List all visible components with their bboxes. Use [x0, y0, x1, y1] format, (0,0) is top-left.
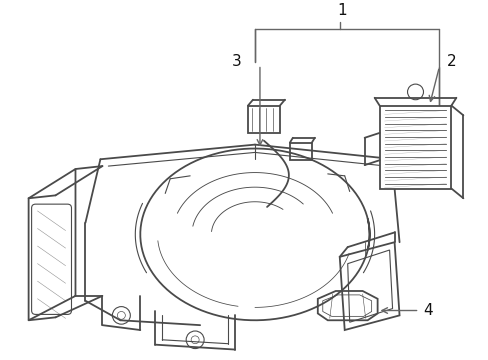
Text: 4: 4 — [423, 303, 432, 318]
Text: 1: 1 — [336, 3, 346, 18]
Text: 2: 2 — [446, 54, 455, 69]
Bar — [247, 105, 279, 133]
Text: 3: 3 — [232, 54, 242, 69]
Bar — [379, 105, 450, 189]
Bar — [289, 143, 311, 160]
